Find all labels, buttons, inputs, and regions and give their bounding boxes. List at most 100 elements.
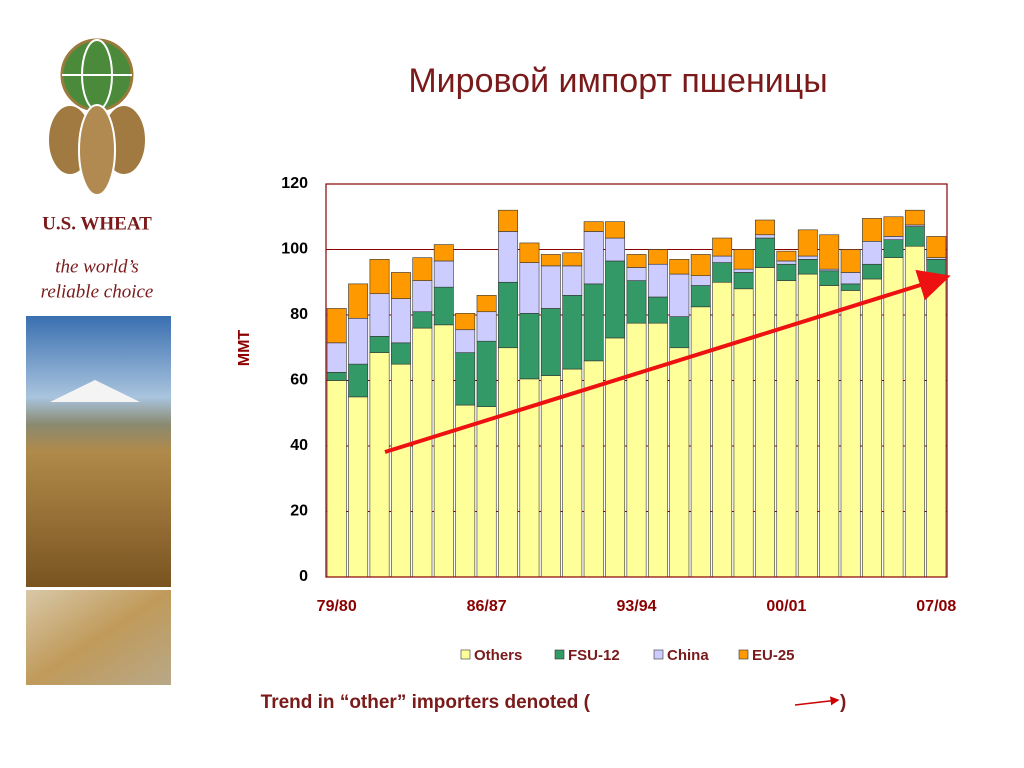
bar-segment xyxy=(755,234,775,239)
y-tick-label: 100 xyxy=(281,241,308,258)
bar-segment xyxy=(326,342,347,373)
y-tick-label: 80 xyxy=(290,306,308,323)
bar-segment xyxy=(455,329,476,353)
bar-segment xyxy=(690,254,711,277)
bar-segment xyxy=(412,311,433,329)
legend-swatch xyxy=(738,649,749,660)
bar-segment xyxy=(476,311,497,342)
bar-segment xyxy=(647,263,668,298)
x-tick-label: 07/08 xyxy=(916,598,956,615)
bar-segment xyxy=(776,263,797,281)
mountain xyxy=(50,380,140,402)
bar-segment xyxy=(540,265,561,309)
bar-segment xyxy=(926,275,947,578)
bar-segment xyxy=(797,259,818,275)
bar-segment xyxy=(412,327,433,578)
bar-segment xyxy=(712,255,733,263)
y-tick-label: 20 xyxy=(290,503,308,520)
bar-segment xyxy=(926,236,947,258)
bar-segment xyxy=(433,324,454,578)
bar-segment xyxy=(498,347,518,578)
bar-segment xyxy=(476,340,497,408)
bar-segment xyxy=(562,295,583,370)
bar-segment xyxy=(562,252,583,267)
bar-segment xyxy=(712,237,733,257)
bar-segment xyxy=(819,285,840,578)
y-tick-label: 120 xyxy=(281,175,308,192)
bar-segment xyxy=(605,221,626,239)
bar-segment xyxy=(412,257,433,281)
bar-segment xyxy=(498,209,518,232)
bar-segment xyxy=(862,241,882,265)
bar-segment xyxy=(712,281,733,578)
bar-segment xyxy=(433,286,454,326)
x-tick-label: 93/94 xyxy=(616,598,656,615)
bar-segment xyxy=(690,306,711,578)
legend-label: China xyxy=(667,647,709,664)
bar-segment xyxy=(476,295,497,313)
bar-segment xyxy=(840,249,861,273)
bar-segment xyxy=(519,242,540,263)
x-tick-label: 86/87 xyxy=(467,598,507,615)
legend-swatch xyxy=(554,649,565,660)
bar-segment xyxy=(583,221,604,232)
bar-segment xyxy=(540,375,561,578)
bar-segment xyxy=(369,259,390,295)
bar-segment xyxy=(669,259,690,275)
bar-segment xyxy=(605,237,626,262)
bar-segment xyxy=(519,262,540,314)
bar-segment xyxy=(690,275,711,286)
chart-title: Мировой импорт пшеницы xyxy=(408,62,827,100)
y-tick-label: 0 xyxy=(299,568,308,585)
trend-arrow xyxy=(384,269,951,454)
bar-segment xyxy=(776,260,797,265)
bar-segment xyxy=(755,237,775,268)
bar-segment xyxy=(348,396,369,578)
bar-segment xyxy=(690,285,711,308)
bar-segment xyxy=(455,313,476,331)
bar-segment xyxy=(626,267,647,281)
bar-segment xyxy=(904,209,925,226)
bar-segment xyxy=(476,406,497,578)
bar-segment xyxy=(519,313,540,380)
bar-segment xyxy=(862,218,882,242)
bar-segment xyxy=(904,245,925,578)
tagline: the world’s xyxy=(55,256,139,277)
bar-segment xyxy=(883,257,904,578)
bar-segment xyxy=(862,263,882,280)
bar-segment xyxy=(391,298,411,344)
bar-segment xyxy=(840,290,861,578)
bar-segment xyxy=(369,335,390,353)
bar-segment xyxy=(733,288,754,578)
bar-segment xyxy=(733,272,754,290)
tagline: reliable choice xyxy=(41,281,154,302)
bar-segment xyxy=(391,363,411,578)
legend-label: FSU-12 xyxy=(568,647,620,664)
annotation: Trend in “other” importers denoted ( xyxy=(261,692,591,713)
bar-segment xyxy=(669,347,690,578)
bar-segment xyxy=(755,219,775,236)
bar-segment xyxy=(926,259,947,277)
bar-segment xyxy=(712,262,733,283)
bar-segment xyxy=(669,273,690,317)
bar-segment xyxy=(433,260,454,288)
bar-segment xyxy=(348,363,369,398)
bar-segment xyxy=(819,234,840,270)
bar-segment xyxy=(326,372,347,381)
legend-label: EU-25 xyxy=(752,647,795,664)
bar-segment xyxy=(647,296,668,324)
bar-segment xyxy=(605,337,626,578)
plot: 0 20 40 60 80 100 120 79/80 86/87 93/94 00/01 07/08… xyxy=(281,175,956,664)
legend-swatch xyxy=(460,649,471,660)
bar-segment xyxy=(733,268,754,273)
bar-segment xyxy=(540,308,561,376)
bar-segment xyxy=(797,229,818,257)
bar-segment xyxy=(348,283,369,319)
photo xyxy=(26,590,171,685)
bar-segment xyxy=(605,260,626,339)
bar-segment xyxy=(840,283,861,291)
annotation: ) xyxy=(840,692,846,713)
bar-segment xyxy=(326,308,347,344)
bar-segment xyxy=(455,352,476,406)
bar-segment xyxy=(369,352,390,578)
